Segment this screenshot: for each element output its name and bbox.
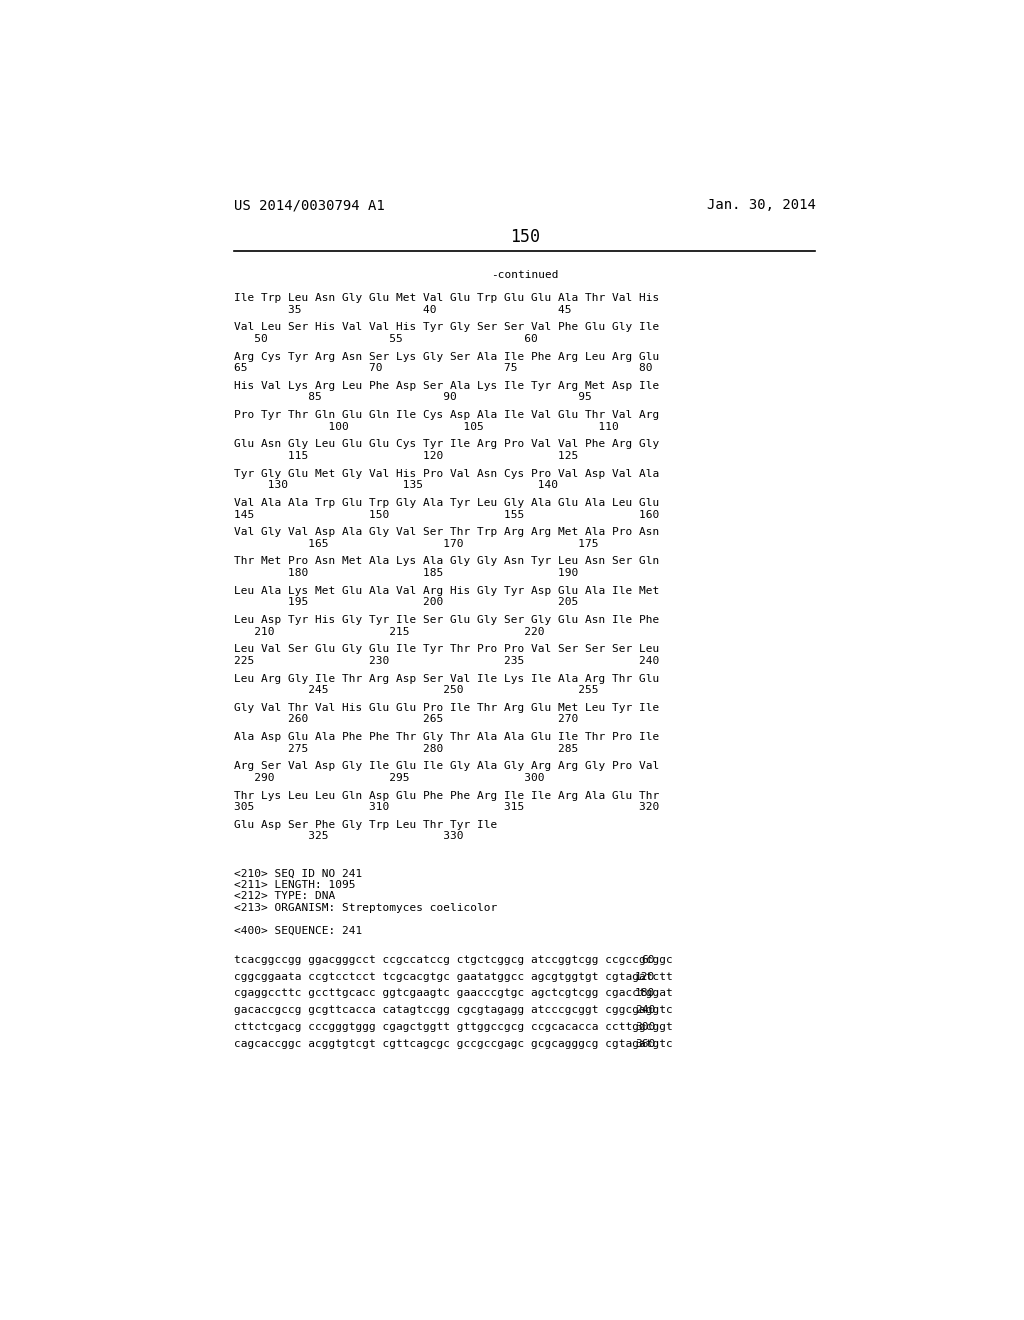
Text: Gly Val Thr Val His Glu Glu Pro Ile Thr Arg Glu Met Leu Tyr Ile: Gly Val Thr Val His Glu Glu Pro Ile Thr … xyxy=(234,702,659,713)
Text: cagcaccggc acggtgtcgt cgttcagcgc gccgccgagc gcgcagggcg cgtagatgtc: cagcaccggc acggtgtcgt cgttcagcgc gccgccg… xyxy=(234,1039,673,1049)
Text: <213> ORGANISM: Streptomyces coelicolor: <213> ORGANISM: Streptomyces coelicolor xyxy=(234,903,498,913)
Text: Val Ala Ala Trp Glu Trp Gly Ala Tyr Leu Gly Ala Glu Ala Leu Glu: Val Ala Ala Trp Glu Trp Gly Ala Tyr Leu … xyxy=(234,498,659,508)
Text: 245                 250                 255: 245 250 255 xyxy=(234,685,599,696)
Text: Leu Arg Gly Ile Thr Arg Asp Ser Val Ile Lys Ile Ala Arg Thr Glu: Leu Arg Gly Ile Thr Arg Asp Ser Val Ile … xyxy=(234,673,659,684)
Text: 290                 295                 300: 290 295 300 xyxy=(234,774,545,783)
Text: cttctcgacg cccgggtggg cgagctggtt gttggccgcg ccgcacacca ccttggcggt: cttctcgacg cccgggtggg cgagctggtt gttggcc… xyxy=(234,1022,673,1032)
Text: 180: 180 xyxy=(635,989,655,998)
Text: US 2014/0030794 A1: US 2014/0030794 A1 xyxy=(234,198,385,213)
Text: 195                 200                 205: 195 200 205 xyxy=(234,598,579,607)
Text: <400> SEQUENCE: 241: <400> SEQUENCE: 241 xyxy=(234,927,362,936)
Text: 180                 185                 190: 180 185 190 xyxy=(234,568,579,578)
Text: 165                 170                 175: 165 170 175 xyxy=(234,539,599,549)
Text: <211> LENGTH: 1095: <211> LENGTH: 1095 xyxy=(234,880,355,890)
Text: 210                 215                 220: 210 215 220 xyxy=(234,627,545,636)
Text: Thr Met Pro Asn Met Ala Lys Ala Gly Gly Asn Tyr Leu Asn Ser Gln: Thr Met Pro Asn Met Ala Lys Ala Gly Gly … xyxy=(234,557,659,566)
Text: Leu Ala Lys Met Glu Ala Val Arg His Gly Tyr Asp Glu Ala Ile Met: Leu Ala Lys Met Glu Ala Val Arg His Gly … xyxy=(234,586,659,595)
Text: 225                 230                 235                 240: 225 230 235 240 xyxy=(234,656,659,665)
Text: Arg Ser Val Asp Gly Ile Glu Ile Gly Ala Gly Arg Arg Gly Pro Val: Arg Ser Val Asp Gly Ile Glu Ile Gly Ala … xyxy=(234,762,659,771)
Text: -continued: -continued xyxy=(492,271,558,280)
Text: 240: 240 xyxy=(635,1006,655,1015)
Text: 300: 300 xyxy=(635,1022,655,1032)
Text: Val Leu Ser His Val Val His Tyr Gly Ser Ser Val Phe Glu Gly Ile: Val Leu Ser His Val Val His Tyr Gly Ser … xyxy=(234,322,659,333)
Text: 85                  90                  95: 85 90 95 xyxy=(234,392,592,403)
Text: 50                  55                  60: 50 55 60 xyxy=(234,334,538,345)
Text: Arg Cys Tyr Arg Asn Ser Lys Gly Ser Ala Ile Phe Arg Leu Arg Glu: Arg Cys Tyr Arg Asn Ser Lys Gly Ser Ala … xyxy=(234,351,659,362)
Text: Glu Asp Ser Phe Gly Trp Leu Thr Tyr Ile: Glu Asp Ser Phe Gly Trp Leu Thr Tyr Ile xyxy=(234,820,498,830)
Text: Leu Asp Tyr His Gly Tyr Ile Ser Glu Gly Ser Gly Glu Asn Ile Phe: Leu Asp Tyr His Gly Tyr Ile Ser Glu Gly … xyxy=(234,615,659,624)
Text: 65                  70                  75                  80: 65 70 75 80 xyxy=(234,363,652,374)
Text: 150: 150 xyxy=(510,227,540,246)
Text: 60: 60 xyxy=(641,954,655,965)
Text: <212> TYPE: DNA: <212> TYPE: DNA xyxy=(234,891,336,902)
Text: Ile Trp Leu Asn Gly Glu Met Val Glu Trp Glu Glu Ala Thr Val His: Ile Trp Leu Asn Gly Glu Met Val Glu Trp … xyxy=(234,293,659,304)
Text: Jan. 30, 2014: Jan. 30, 2014 xyxy=(707,198,815,213)
Text: 100                 105                 110: 100 105 110 xyxy=(234,422,618,432)
Text: 130                 135                 140: 130 135 140 xyxy=(234,480,558,490)
Text: 120: 120 xyxy=(635,972,655,982)
Text: 325                 330: 325 330 xyxy=(234,832,464,841)
Text: 35                  40                  45: 35 40 45 xyxy=(234,305,571,314)
Text: 275                 280                 285: 275 280 285 xyxy=(234,743,579,754)
Text: tcacggccgg ggacgggcct ccgccatccg ctgctcggcg atccggtcgg ccgccgcggc: tcacggccgg ggacgggcct ccgccatccg ctgctcg… xyxy=(234,954,673,965)
Text: Leu Val Ser Glu Gly Glu Ile Tyr Thr Pro Pro Val Ser Ser Ser Leu: Leu Val Ser Glu Gly Glu Ile Tyr Thr Pro … xyxy=(234,644,659,655)
Text: His Val Lys Arg Leu Phe Asp Ser Ala Lys Ile Tyr Arg Met Asp Ile: His Val Lys Arg Leu Phe Asp Ser Ala Lys … xyxy=(234,381,659,391)
Text: Tyr Gly Glu Met Gly Val His Pro Val Asn Cys Pro Val Asp Val Ala: Tyr Gly Glu Met Gly Val His Pro Val Asn … xyxy=(234,469,659,479)
Text: 305                 310                 315                 320: 305 310 315 320 xyxy=(234,803,659,812)
Text: cggcggaata ccgtcctcct tcgcacgtgc gaatatggcc agcgtggtgt cgtagatctt: cggcggaata ccgtcctcct tcgcacgtgc gaatatg… xyxy=(234,972,673,982)
Text: 115                 120                 125: 115 120 125 xyxy=(234,451,579,461)
Text: cgaggccttc gccttgcacc ggtcgaagtc gaacccgtgc agctcgtcgg cgacctggat: cgaggccttc gccttgcacc ggtcgaagtc gaacccg… xyxy=(234,989,673,998)
Text: 145                 150                 155                 160: 145 150 155 160 xyxy=(234,510,659,520)
Text: Ala Asp Glu Ala Phe Phe Thr Gly Thr Ala Ala Glu Ile Thr Pro Ile: Ala Asp Glu Ala Phe Phe Thr Gly Thr Ala … xyxy=(234,733,659,742)
Text: <210> SEQ ID NO 241: <210> SEQ ID NO 241 xyxy=(234,869,362,878)
Text: Pro Tyr Thr Gln Glu Gln Ile Cys Asp Ala Ile Val Glu Thr Val Arg: Pro Tyr Thr Gln Glu Gln Ile Cys Asp Ala … xyxy=(234,411,659,420)
Text: 260                 265                 270: 260 265 270 xyxy=(234,714,579,725)
Text: gacaccgccg gcgttcacca catagtccgg cgcgtagagg atcccgcggt cggcgaggtc: gacaccgccg gcgttcacca catagtccgg cgcgtag… xyxy=(234,1006,673,1015)
Text: Val Gly Val Asp Ala Gly Val Ser Thr Trp Arg Arg Met Ala Pro Asn: Val Gly Val Asp Ala Gly Val Ser Thr Trp … xyxy=(234,527,659,537)
Text: 360: 360 xyxy=(635,1039,655,1049)
Text: Thr Lys Leu Leu Gln Asp Glu Phe Phe Arg Ile Ile Arg Ala Glu Thr: Thr Lys Leu Leu Gln Asp Glu Phe Phe Arg … xyxy=(234,791,659,800)
Text: Glu Asn Gly Leu Glu Glu Cys Tyr Ile Arg Pro Val Val Phe Arg Gly: Glu Asn Gly Leu Glu Glu Cys Tyr Ile Arg … xyxy=(234,440,659,449)
